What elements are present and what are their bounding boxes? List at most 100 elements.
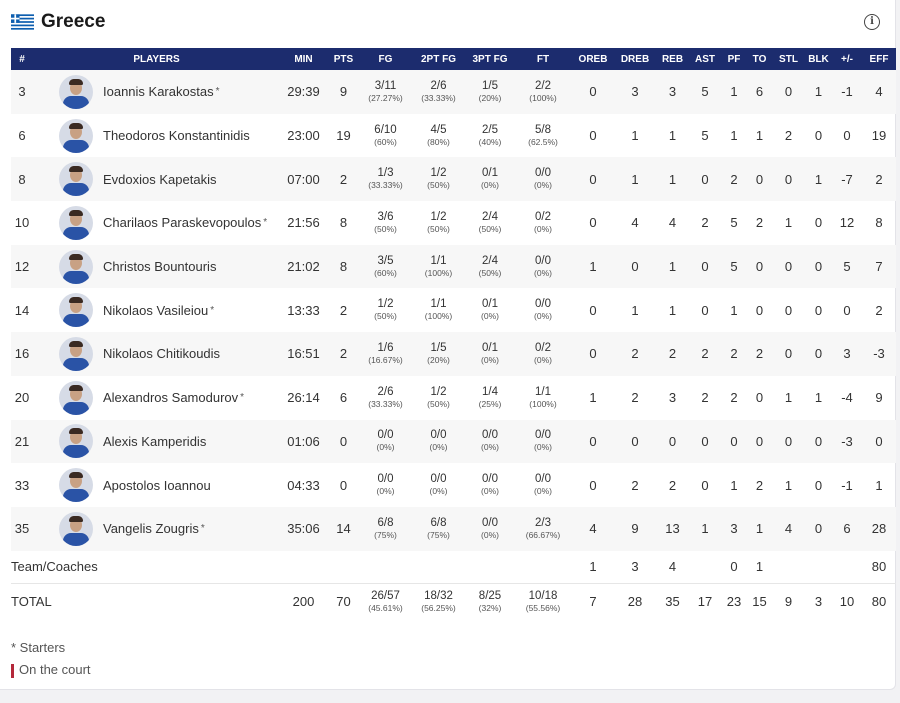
- column-header[interactable]: +/-: [832, 48, 862, 70]
- player-row[interactable]: 6 Theodoros Konstantinidis 23:00 19 6/10 (60%…: [11, 114, 896, 158]
- stat-blk: 0: [805, 332, 832, 376]
- player-row[interactable]: 14 Nikolaos Vasileiou * 13:33 2 1/2 (50%) 1/1 (1…: [11, 288, 896, 332]
- field-goals: 6/8 (75%): [360, 506, 411, 551]
- percentage: (0%): [534, 223, 552, 234]
- player-name[interactable]: Apostolos Ioannou: [103, 477, 211, 493]
- player-name[interactable]: Nikolaos Chitikoudis: [103, 346, 221, 362]
- stat-reb: 2: [656, 332, 689, 376]
- percentage: (50%): [427, 223, 450, 234]
- player-cell[interactable]: Apostolos Ioannou: [33, 463, 280, 507]
- player-cell[interactable]: Charilaos Paraskevopoulos *: [33, 201, 280, 245]
- player-row[interactable]: 12 Christos Bountouris 21:02 8 3/5 (60%) 1/1 (1…: [11, 244, 896, 289]
- stat-dreb: 9: [614, 506, 656, 551]
- column-header[interactable]: 3PT FG: [466, 48, 514, 70]
- player-name[interactable]: Nikolaos Vasileiou: [103, 302, 209, 318]
- percentage: (55.56%): [525, 602, 561, 613]
- column-header[interactable]: MIN: [280, 48, 327, 70]
- two-point-fg: 4/5 (80%): [411, 114, 466, 158]
- player-cell[interactable]: Alexandros Samodurov *: [33, 376, 280, 420]
- stat-pm: 5: [832, 244, 862, 289]
- stat-blk: 0: [805, 419, 832, 464]
- player-name[interactable]: Vangelis Zougris: [103, 521, 199, 537]
- stat-stl: 1: [784, 390, 793, 406]
- column-header[interactable]: PTS: [327, 48, 360, 70]
- stat-eff: 80: [862, 582, 896, 620]
- percentage: (40%): [478, 136, 502, 147]
- player-row[interactable]: 10 Charilaos Paraskevopoulos * 21:56 8 3/6 (50…: [11, 201, 896, 245]
- three-point-fg: 0/0 (0%): [466, 419, 514, 464]
- two-point-fg: 1/1 (100%): [411, 244, 466, 289]
- stat-eff: 1: [875, 477, 883, 493]
- player-name[interactable]: Theodoros Konstantinidis: [103, 128, 250, 144]
- player-cell[interactable]: Theodoros Konstantinidis: [33, 114, 280, 158]
- made-attempted: 1/2: [430, 385, 447, 398]
- column-header[interactable]: EFF: [862, 48, 896, 70]
- player-row[interactable]: 8 Evdoxios Kapetakis 07:00 2 1/3 (33.33%) 1/2(…: [11, 157, 896, 202]
- column-header[interactable]: TO: [747, 48, 772, 70]
- jersey-number: 10: [14, 215, 30, 231]
- player-row[interactable]: 21 Alexis Kamperidis 01:06 0 0/0 (0%) 0/0 (0%) 0…: [11, 419, 896, 464]
- percentage: (75%): [427, 529, 450, 540]
- player-avatar: [59, 380, 93, 415]
- player-name[interactable]: Ioannis Karakostas: [103, 84, 214, 100]
- player-name[interactable]: Alexandros Samodurov: [103, 390, 239, 406]
- minutes: 16:51: [280, 332, 327, 376]
- points: 0: [327, 419, 360, 464]
- total-row: TOTAL 200 70 26/57 (45.61%) 18/32 (56.25%) 8/25…: [11, 582, 896, 620]
- column-header[interactable]: PF: [721, 48, 747, 70]
- column-header[interactable]: #: [11, 48, 33, 70]
- player-cell[interactable]: Christos Bountouris: [33, 244, 280, 289]
- player-cell[interactable]: Nikolaos Vasileiou *: [33, 288, 280, 332]
- player-row[interactable]: 16 Nikolaos Chitikoudis 16:51 2 1/6 (16.67%) 1…: [11, 332, 896, 376]
- player-name[interactable]: Alexis Kamperidis: [103, 433, 207, 449]
- column-header[interactable]: 2PT FG: [411, 48, 466, 70]
- player-cell[interactable]: Evdoxios Kapetakis: [33, 157, 280, 202]
- made-attempted: 1/5: [430, 341, 447, 354]
- info-icon[interactable]: i: [864, 14, 880, 30]
- percentage: (100%): [424, 267, 453, 278]
- stat-pf: 1: [730, 302, 738, 318]
- player-cell[interactable]: Nikolaos Chitikoudis: [33, 332, 280, 376]
- stat-pm: 10: [832, 582, 862, 620]
- player-row[interactable]: 3 Ioannis Karakostas * 29:39 9 3/11 (27.27%) 2/…: [11, 70, 896, 114]
- column-header[interactable]: FG: [360, 48, 411, 70]
- stat-pf: 0: [730, 559, 738, 575]
- player-cell[interactable]: Vangelis Zougris *: [33, 506, 280, 551]
- stat-to: 2: [755, 477, 764, 493]
- stat-blk: 1: [805, 70, 832, 114]
- made-attempted: 1/1: [430, 298, 447, 311]
- player-row[interactable]: 35 Vangelis Zougris * 35:06 14 6/8 (75%) 6/8 (75…: [11, 506, 896, 551]
- column-header[interactable]: OREB: [572, 48, 614, 70]
- column-header[interactable]: REB: [656, 48, 689, 70]
- player-name[interactable]: Charilaos Paraskevopoulos: [103, 215, 262, 231]
- stat-pm: [832, 551, 862, 584]
- three-point-fg: 0/1 (0%): [466, 288, 514, 332]
- stat-dreb: 3: [614, 70, 656, 114]
- player-cell[interactable]: Ioannis Karakostas *: [33, 70, 280, 114]
- points: 14: [327, 506, 360, 551]
- player-cell[interactable]: Alexis Kamperidis: [33, 419, 280, 464]
- free-throws: 0/0 (0%): [514, 463, 572, 507]
- stat-pf: 2: [730, 390, 738, 406]
- stat-eff: 28: [862, 506, 896, 551]
- column-header[interactable]: STL: [772, 48, 805, 70]
- stat-stl: 0: [772, 332, 805, 376]
- column-header[interactable]: BLK: [805, 48, 832, 70]
- player-row[interactable]: 20 Alexandros Samodurov * 26:14 6 2/6 (33.33%)…: [11, 376, 896, 420]
- stat-ast: [689, 551, 721, 584]
- player-row[interactable]: 33 Apostolos Ioannou 04:33 0 0/0 (0%) 0/0 (0%) 0…: [11, 463, 896, 507]
- player-name[interactable]: Evdoxios Kapetakis: [103, 171, 217, 187]
- column-header[interactable]: FT: [514, 48, 572, 70]
- player-name[interactable]: Christos Bountouris: [103, 259, 217, 275]
- percentage: (60%): [374, 136, 397, 147]
- percentage: (0%): [481, 311, 499, 322]
- made-attempted: 1/3: [377, 167, 394, 180]
- column-header[interactable]: DREB: [614, 48, 656, 70]
- made-attempted: 0/1: [482, 167, 498, 180]
- column-header[interactable]: PLAYERS: [33, 48, 280, 70]
- starter-marker: *: [210, 304, 215, 316]
- stat-blk: 0: [805, 506, 832, 551]
- percentage: (50%): [427, 398, 450, 409]
- made-attempted: 6/8: [430, 516, 447, 529]
- column-header[interactable]: AST: [689, 48, 721, 70]
